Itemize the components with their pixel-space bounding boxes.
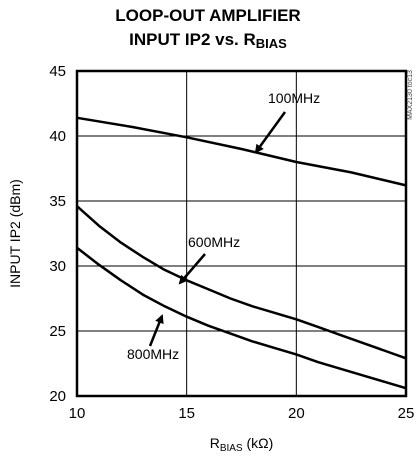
series-annotations: 100MHz 600MHz 800MHz [127,90,320,362]
y-axis-title: INPUT IP2 (dBm) [7,179,23,288]
series-line-600mhz [76,205,407,360]
x-axis-title-prefix: R [210,435,220,451]
series-line-100mhz [76,116,407,187]
y-tick-label: 40 [49,128,66,145]
x-axis-title-subscript: BIAS [220,443,243,454]
annotation-arrow-100mhz [254,111,287,154]
x-tick-label: 25 [398,405,415,422]
y-tick-label: 30 [49,258,66,275]
x-axis-title-suffix: (kΩ) [243,435,274,451]
chart-title-subscript: BIAS [255,36,287,51]
figure-id-watermark: MAX2130 toc13 [407,70,414,120]
x-tick-label: 20 [288,405,305,422]
plot-frame [75,69,408,398]
annotation-arrow-800mhz [148,314,164,347]
annotation-arrow-600mhz [178,253,206,285]
chart-title-line-2: INPUT IP2 vs. RBIAS [0,30,416,51]
x-axis-title: RBIAS (kΩ) [210,435,274,454]
y-tick-label: 45 [49,63,66,80]
series-line-800mhz [76,246,407,390]
x-tick-label: 10 [69,405,86,422]
series-label-600mhz: 600MHz [188,234,240,250]
tick-labels: 10 15 20 25 20 25 30 35 40 45 [49,63,414,422]
grid-lines [77,71,406,396]
y-tick-label: 20 [49,388,66,405]
chart-title-prefix: INPUT IP2 vs. R [129,30,256,49]
series-label-100mhz: 100MHz [268,90,320,106]
chart-title-line-1: LOOP-OUT AMPLIFIER [115,6,301,25]
x-tick-label: 15 [178,405,195,422]
series-lines [76,116,407,390]
y-tick-label: 35 [49,193,66,210]
y-tick-label: 25 [49,323,66,340]
series-label-800mhz: 800MHz [127,346,179,362]
